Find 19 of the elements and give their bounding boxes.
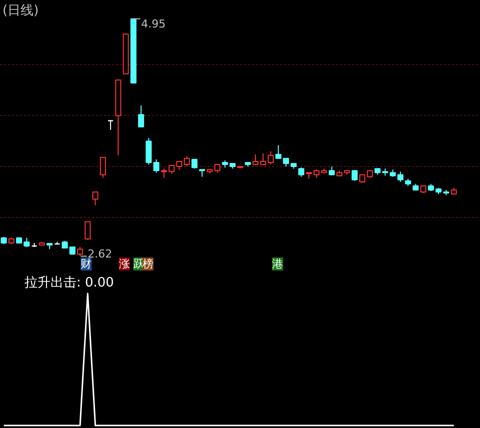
chart-title: 拉升出击: 0.00 [24,276,114,290]
candlestick [153,158,160,174]
candlestick [146,138,152,166]
candlestick [352,170,358,182]
candlestick [84,221,91,240]
chart-title: (日线) [2,4,39,18]
annotation: 财 [80,258,92,270]
candlestick [92,192,98,206]
annotation: 4.95 [141,17,166,30]
annotation: 涨 [118,258,130,270]
annotation: 港 [272,258,284,270]
candlestick [77,246,84,257]
candlestick [138,104,144,128]
candlestick [298,167,304,178]
candlestick [191,158,198,170]
annotation: 榜 [142,258,154,270]
candlestick [100,156,106,178]
candlestick [107,120,114,130]
candlestick [184,156,190,168]
